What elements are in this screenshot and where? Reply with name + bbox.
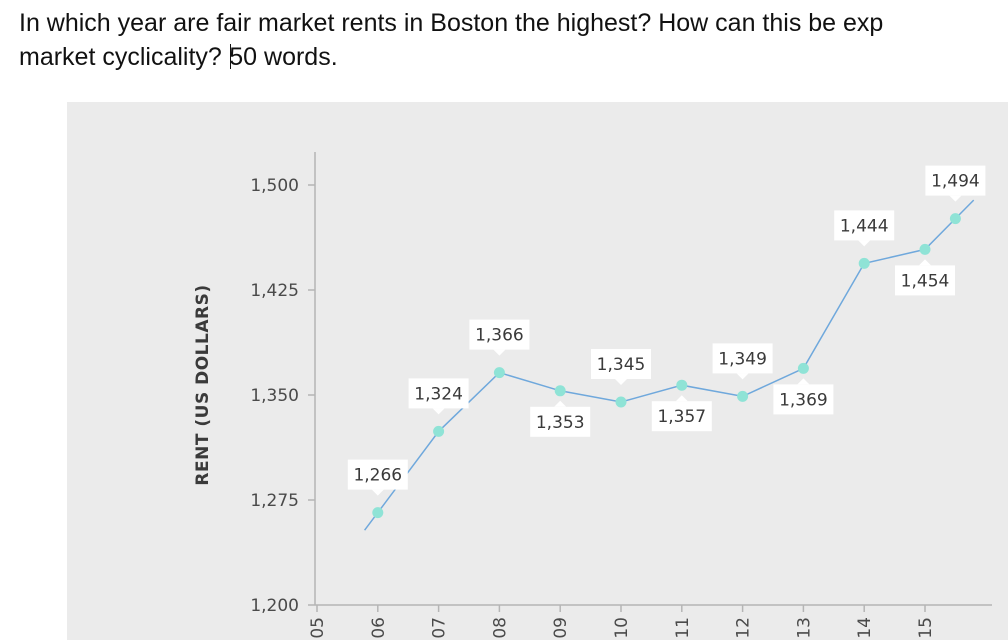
question-line-1: In which year are fair market rents in B… — [19, 9, 884, 37]
axes-layer: 1,200 1,275 1,350 1,425 1,500 RENT (US DOLLAR… — [193, 152, 992, 639]
data-point-marker — [737, 390, 749, 402]
data-label-pointer — [797, 378, 810, 385]
data-label-pointer — [371, 489, 384, 496]
data-label: 1,353 — [530, 400, 591, 437]
data-label-pointer — [949, 195, 962, 202]
rent-series-line — [364, 199, 975, 531]
data-point-marker — [949, 213, 961, 225]
series-markers-layer — [372, 213, 961, 519]
x-tick-label: 15 — [916, 617, 936, 639]
data-label-text: 1,369 — [779, 390, 828, 410]
data-label-pointer — [432, 408, 445, 415]
y-tick-label: 1,200 — [250, 596, 299, 616]
y-axis-title: RENT (US DOLLARS) — [193, 284, 213, 485]
x-tick-label: 08 — [490, 617, 510, 639]
data-label-pointer — [919, 259, 931, 266]
data-label-box — [773, 384, 834, 415]
chart-panel: 1,200 1,275 1,350 1,425 1,500 RENT (US DOLLAR… — [67, 102, 1008, 640]
text-cursor — [229, 44, 232, 69]
data-point-marker — [433, 425, 445, 437]
data-label-box — [925, 165, 986, 196]
data-point-marker — [554, 385, 566, 397]
data-label: 1,324 — [408, 378, 469, 415]
y-tick-label: 1,275 — [250, 491, 299, 511]
data-label-text: 1,266 — [353, 466, 402, 486]
data-point-marker — [615, 396, 627, 408]
data-point-marker — [858, 257, 870, 269]
x-tick-label: 11 — [673, 617, 693, 639]
data-label: 1,494 — [925, 165, 986, 202]
x-tick-label: 09 — [551, 617, 571, 639]
data-labels-layer: 1,266 1,324 1,366 1,353 1,345 1,357 1,349 1,369… — [347, 165, 986, 496]
x-tick-label: 06 — [369, 617, 389, 639]
data-label: 1,357 — [651, 395, 712, 432]
data-label-text: 1,357 — [657, 407, 706, 427]
data-label-box — [469, 319, 530, 350]
data-label: 1,266 — [347, 459, 408, 496]
data-label-pointer — [858, 240, 871, 247]
data-label-text: 1,454 — [901, 271, 950, 291]
question-text[interactable]: In which year are fair market rents in B… — [19, 6, 1008, 74]
y-tick-label: 1,425 — [250, 281, 299, 301]
data-label: 1,349 — [712, 343, 773, 380]
question-line-2: market cyclicality? 50 words. — [19, 40, 1008, 74]
x-tick-label: 05 — [308, 617, 328, 639]
data-label-box — [347, 459, 408, 490]
data-label-box — [834, 210, 895, 241]
x-tick-label: 07 — [430, 617, 450, 639]
data-label-text: 1,324 — [414, 384, 463, 404]
data-label: 1,366 — [469, 319, 530, 356]
data-label-text: 1,444 — [840, 216, 889, 236]
question-line-2-end: 50 words. — [229, 43, 338, 71]
data-label-pointer — [493, 349, 506, 356]
x-tick-label: 13 — [794, 617, 814, 639]
data-label-box — [651, 401, 712, 432]
data-point-marker — [676, 379, 688, 391]
series-line-layer — [364, 199, 975, 531]
data-label-text: 1,494 — [931, 172, 980, 192]
data-label-pointer — [736, 373, 749, 380]
x-tick-label: 12 — [734, 617, 754, 639]
data-point-marker — [493, 367, 505, 379]
data-label-box — [712, 343, 773, 374]
data-label-pointer — [554, 400, 567, 407]
data-label: 1,454 — [895, 259, 955, 296]
y-tick-label: 1,500 — [250, 176, 299, 196]
rent-line-chart: 1,200 1,275 1,350 1,425 1,500 RENT (US DOLLAR… — [193, 152, 992, 639]
data-label-pointer — [615, 379, 627, 385]
data-label-pointer — [675, 395, 688, 402]
data-label-box — [895, 265, 955, 296]
question-line-2-start: market cyclicality? — [19, 43, 229, 71]
data-label-text: 1,345 — [597, 355, 646, 375]
data-point-marker — [797, 362, 809, 374]
data-label-text: 1,353 — [536, 413, 585, 433]
data-point-marker — [919, 243, 931, 255]
data-point-marker — [372, 507, 384, 519]
data-label: 1,345 — [591, 349, 651, 385]
y-tick-label: 1,350 — [250, 386, 299, 406]
data-label-text: 1,366 — [475, 326, 524, 346]
data-label-box — [530, 406, 591, 437]
x-tick-label: 10 — [612, 617, 632, 639]
data-label-box — [408, 378, 469, 409]
data-label-box — [591, 349, 651, 379]
x-tick-label: 14 — [855, 617, 875, 639]
data-label: 1,369 — [773, 378, 834, 415]
data-label: 1,444 — [834, 210, 895, 247]
data-label-text: 1,349 — [718, 349, 767, 369]
